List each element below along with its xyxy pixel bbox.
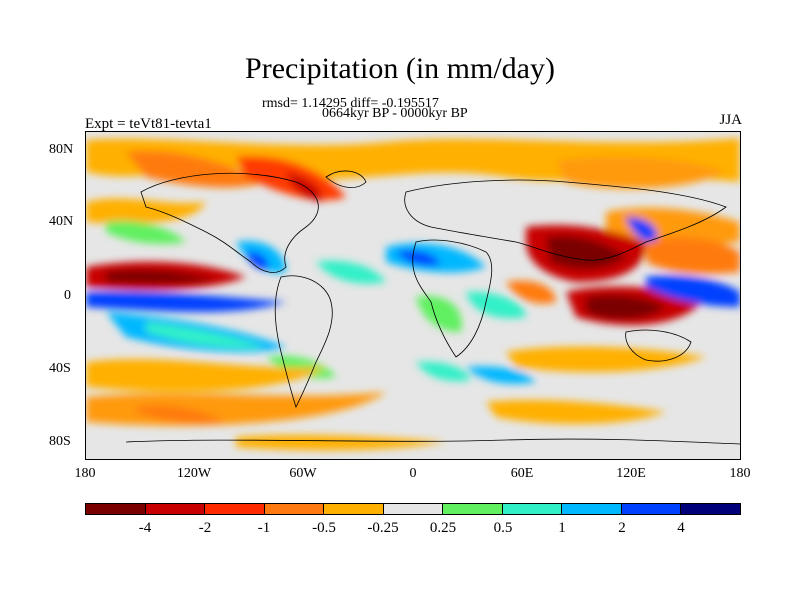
lon-tick-120w: 120W: [176, 466, 212, 481]
experiment-label: Expt = teVt81-tevta1: [85, 116, 212, 132]
colorbar: [85, 503, 741, 515]
colorbar-label: -4: [138, 520, 152, 536]
coastlines: [125, 170, 740, 445]
colorbar-label: 1: [558, 520, 566, 536]
colorbar-swatch: [264, 504, 325, 514]
colorbar-swatch: [621, 504, 682, 514]
lat-tick-0: 0: [64, 288, 71, 303]
lat-tick-80s: 80S: [49, 434, 71, 449]
lat-tick-40s: 40S: [49, 361, 71, 376]
lon-tick-120e: 120E: [616, 466, 646, 481]
anomaly-field: [86, 138, 740, 451]
lon-tick-0: 0: [409, 466, 417, 481]
period-label: 0664kyr BP - 0000kyr BP: [322, 106, 468, 121]
lon-tick-180e: 180: [729, 466, 751, 481]
colorbar-label: 0.5: [493, 520, 513, 536]
lon-tick-180w: 180: [74, 466, 96, 481]
map-canvas: [86, 132, 740, 459]
colorbar-swatch: [562, 504, 622, 514]
colorbar-label: 2: [618, 520, 626, 536]
lon-tick-60e: 60E: [510, 466, 534, 481]
stats-label: rmsd= 1.14295 diff= -0.195517: [262, 96, 439, 111]
colorbar-label: -0.25: [367, 520, 399, 536]
precipitation-map: [85, 131, 741, 460]
colorbar-swatch: [443, 504, 503, 514]
colorbar-label: 4: [677, 520, 685, 536]
colorbar-swatch: [86, 504, 146, 514]
lat-tick-40n: 40N: [49, 214, 74, 229]
colorbar-label: -2: [198, 520, 212, 536]
lon-tick-60w: 60W: [289, 466, 317, 481]
colorbar-swatch: [145, 504, 206, 514]
colorbar-label: -1: [257, 520, 271, 536]
map-title: Precipitation (in mm/day): [245, 52, 555, 85]
colorbar-swatch: [205, 504, 265, 514]
colorbar-swatch: [324, 504, 384, 514]
colorbar-label: 0.25: [429, 520, 457, 536]
colorbar-swatch: [383, 504, 444, 514]
colorbar-swatch: [502, 504, 563, 514]
colorbar-swatch: [681, 504, 741, 514]
colorbar-label: -0.5: [312, 520, 336, 536]
season-label: JJA: [719, 112, 742, 128]
lat-tick-80n: 80N: [49, 142, 74, 157]
